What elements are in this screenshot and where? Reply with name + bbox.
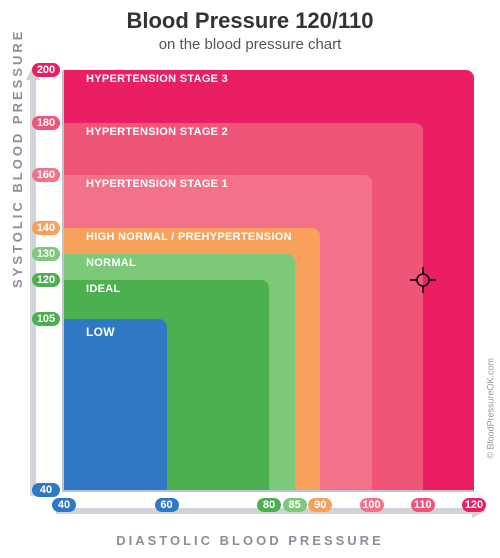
zone-label: HIGH NORMAL / PREHYPERTENSION <box>86 231 292 243</box>
y-axis-label: SYSTOLIC BLOOD PRESSURE <box>10 29 25 288</box>
zone-label: IDEAL <box>86 283 121 295</box>
x-tick: 90 <box>308 498 332 512</box>
x-tick: 120 <box>462 498 486 512</box>
y-tick: 120 <box>32 273 60 287</box>
zone-label: LOW <box>86 325 115 339</box>
zone-label: HYPERTENSION STAGE 1 <box>86 178 228 190</box>
chart-area: HYPERTENSION STAGE 3 HYPERTENSION STAGE 2… <box>62 70 472 490</box>
zone-label: NORMAL <box>86 257 136 269</box>
zone-low <box>64 319 167 490</box>
y-tick: 105 <box>32 312 60 326</box>
x-tick: 40 <box>52 498 76 512</box>
chart-title: Blood Pressure 120/110 <box>0 8 500 34</box>
x-tick: 85 <box>283 498 307 512</box>
credit-text: © BloodPressureOK.com <box>486 358 496 459</box>
x-tick: 100 <box>360 498 384 512</box>
y-tick: 180 <box>32 116 60 130</box>
zone-label: HYPERTENSION STAGE 3 <box>86 73 228 85</box>
x-tick: 110 <box>411 498 435 512</box>
x-tick: 60 <box>155 498 179 512</box>
y-tick: 160 <box>32 168 60 182</box>
chart-plot: HYPERTENSION STAGE 3 HYPERTENSION STAGE 2… <box>62 70 474 492</box>
y-tick: 200 <box>32 63 60 77</box>
y-tick: 40 <box>32 483 60 497</box>
y-tick: 140 <box>32 221 60 235</box>
zone-label: HYPERTENSION STAGE 2 <box>86 126 228 138</box>
y-tick: 130 <box>32 247 60 261</box>
x-axis-label: DIASTOLIC BLOOD PRESSURE <box>0 533 500 548</box>
chart-subtitle: on the blood pressure chart <box>0 36 500 53</box>
x-tick: 80 <box>257 498 281 512</box>
